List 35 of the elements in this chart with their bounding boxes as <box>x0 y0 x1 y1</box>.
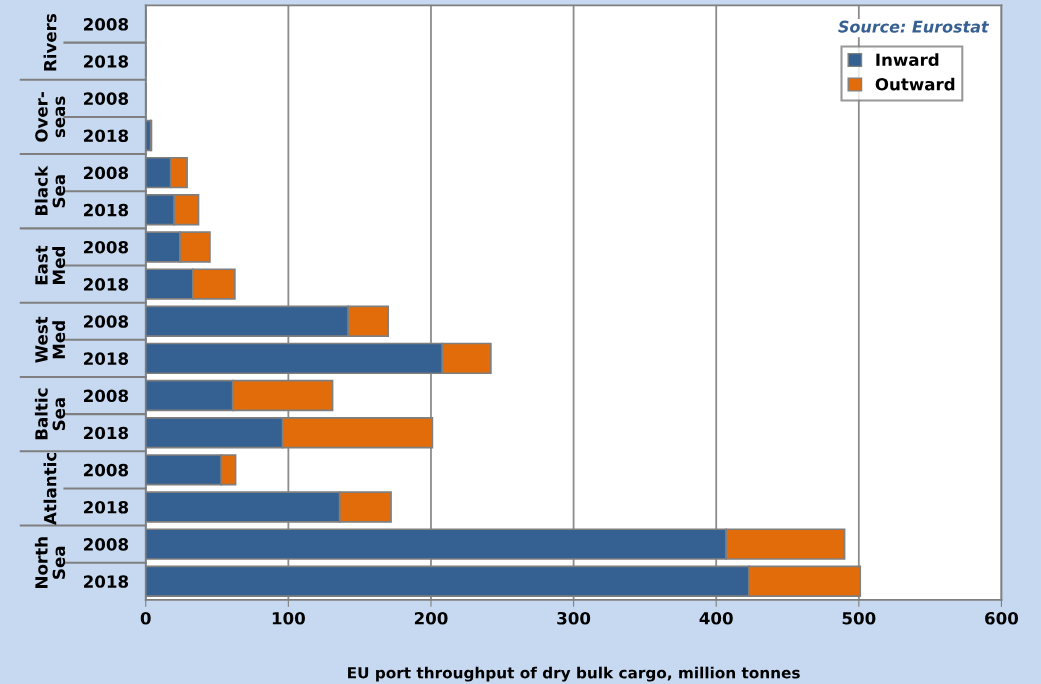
y-tick-label: 2018 <box>84 129 129 143</box>
text: Black Sea <box>34 165 66 215</box>
text: Baltic Sea <box>34 388 66 440</box>
y-tick-label: 2008 <box>84 315 129 328</box>
annotation: Source: Eurostat <box>838 20 990 33</box>
text: East Med <box>35 245 66 285</box>
x-tick-label: 100 <box>272 611 305 625</box>
y-tick-label: 2008 <box>84 463 129 477</box>
x-tick-label: 400 <box>699 611 733 625</box>
y-tick-label: 2018 <box>84 55 129 68</box>
y-tick-label: 2018 <box>84 203 129 217</box>
y-tick-label: 2018 <box>84 278 129 291</box>
x-tick-label: 300 <box>557 611 591 625</box>
text: West Med <box>35 316 66 363</box>
x-tick-label: 0 <box>140 611 151 625</box>
y-tick-label: 2018 <box>84 426 129 440</box>
text: Rivers <box>43 13 57 71</box>
y-tick-label: 2008 <box>84 538 129 551</box>
x-tick-label: 500 <box>842 611 876 625</box>
text: Atlantic <box>43 452 57 525</box>
legend-label: Outward <box>875 77 955 91</box>
text: Over- seas <box>35 92 66 142</box>
y-tick-label: 2008 <box>84 166 129 180</box>
y-tick-label: 2018 <box>84 500 129 514</box>
y-tick-label: 2008 <box>84 18 129 31</box>
text: North Sea <box>34 537 66 588</box>
legend-label: Inward <box>876 53 939 67</box>
y-tick-label: 2018 <box>84 352 129 365</box>
y-tick-label: 2018 <box>84 575 129 588</box>
x-axis-title: EU port throughput of dry bulk cargo, million tonnes <box>348 666 800 682</box>
y-tick-label: 2008 <box>84 92 129 105</box>
x-tick-label: 200 <box>414 611 448 625</box>
y-tick-label: 2008 <box>84 240 129 254</box>
x-tick-label: 600 <box>985 611 1019 625</box>
y-tick-label: 2008 <box>84 389 129 403</box>
